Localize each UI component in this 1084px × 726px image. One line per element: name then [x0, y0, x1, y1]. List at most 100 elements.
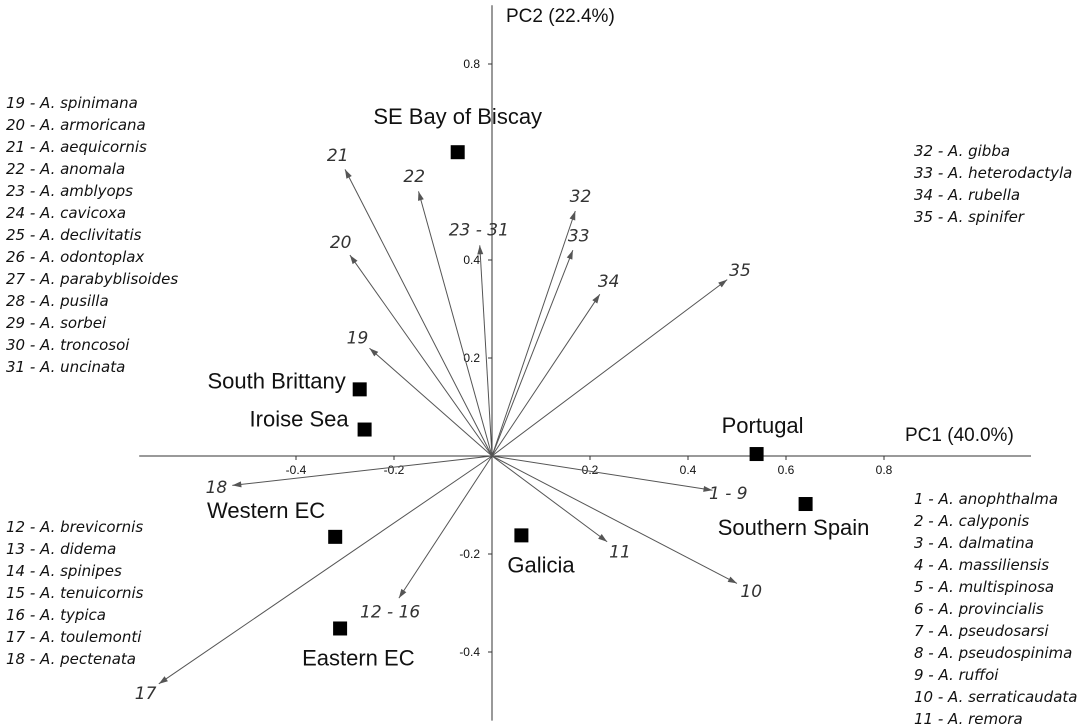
vector-arrowhead	[598, 533, 608, 542]
legend-item: 24 - A. cavicoxa	[6, 204, 126, 222]
vector-line	[158, 455, 493, 685]
vector-label: 33	[568, 226, 590, 246]
vector-arrowhead	[398, 588, 407, 599]
legend-bottom-right: 1 - A. anophthalma 2 - A. calyponis 3 - …	[914, 490, 1077, 726]
loading-vectors: 21 22 23 - 31 32 33 34 35 20 19 18 1 - 9 11 10 12 - 1…	[135, 146, 762, 704]
legend-item: 32 - A. gibba	[914, 142, 1010, 160]
vector-label: 11	[609, 542, 631, 562]
vector-line	[418, 191, 493, 457]
vector-arrowhead	[349, 255, 358, 265]
vector-arrowhead	[232, 481, 242, 488]
legend-item: 12 - A. brevicornis	[6, 518, 143, 536]
vector-line	[398, 455, 493, 599]
site-label: SE Bay of Biscay	[373, 104, 542, 129]
vector-line	[491, 250, 574, 457]
vector-label: 32	[570, 187, 592, 207]
vector-arrowhead	[703, 485, 713, 492]
site-label: Portugal	[722, 413, 804, 438]
legend-item: 17 - A. toulemonti	[6, 628, 142, 646]
y-tick-label: -0.2	[459, 547, 480, 561]
site-points: SE Bay of Biscay South Brittany Iroise Sea…	[207, 104, 869, 670]
vector-line	[491, 455, 608, 543]
vector-line	[479, 245, 493, 457]
legend-item: 21 - A. aequicornis	[6, 138, 147, 156]
legend-item: 15 - A. tenuicornis	[6, 584, 144, 602]
x-tick-label: 0.4	[680, 463, 697, 477]
legend-item: 9 - A. ruffoi	[914, 666, 999, 684]
x-tick-label: -0.2	[384, 463, 405, 477]
legend-item: 2 - A. calyponis	[914, 512, 1029, 530]
vector-arrowhead	[727, 576, 737, 584]
x-tick-label: 0.8	[876, 463, 893, 477]
site-marker	[749, 447, 764, 462]
legend-item: 22 - A. anomala	[6, 160, 125, 178]
vector-arrowhead	[345, 169, 352, 179]
vector-label: 21	[327, 146, 349, 166]
site-marker	[450, 145, 465, 160]
site-label: Iroise Sea	[250, 407, 350, 432]
y-tick-label: 0.4	[463, 253, 480, 267]
vector-label: 35	[729, 261, 751, 281]
vector-line	[344, 169, 493, 457]
y-tick-label: 0.8	[463, 57, 480, 71]
site-marker	[352, 382, 367, 397]
y-axis-title: PC2 (22.4%)	[506, 6, 615, 27]
legend-item: 33 - A. heterodactyla	[914, 164, 1072, 182]
vector-label: 17	[135, 684, 157, 704]
vector-line	[232, 455, 493, 486]
site-marker	[357, 422, 372, 437]
legend-item: 7 - A. pseudosarsi	[914, 622, 1049, 640]
site-marker	[328, 529, 343, 544]
vector-label: 10	[740, 582, 762, 602]
vector-arrowhead	[418, 191, 424, 201]
vector-label: 12 - 16	[360, 602, 420, 622]
legend-item: 29 - A. sorbei	[6, 314, 107, 332]
vector-label: 18	[206, 478, 228, 498]
legend-item: 28 - A. pusilla	[6, 292, 109, 310]
legend-item: 5 - A. multispinosa	[914, 578, 1054, 596]
x-ticks: -0.4 -0.2 0.2 0.4 0.6 0.8	[286, 456, 893, 477]
legend-item: 25 - A. declivitatis	[6, 226, 142, 244]
legend-item: 4 - A. massiliensis	[914, 556, 1049, 574]
legend-item: 35 - A. spinifer	[914, 208, 1025, 226]
legend-item: 10 - A. serraticaudata	[914, 688, 1077, 706]
legend-item: 13 - A. didema	[6, 540, 116, 558]
vector-label: 20	[330, 233, 352, 253]
legend-item: 3 - A. dalmatina	[914, 534, 1034, 552]
legend-item: 23 - A. amblyops	[6, 182, 133, 200]
legend-item: 1 - A. anophthalma	[914, 490, 1058, 508]
legend-item: 20 - A. armoricana	[6, 116, 146, 134]
y-tick-label: -0.4	[459, 645, 480, 659]
y-ticks: 0.8 0.4 0.2 -0.2 -0.4	[459, 57, 492, 659]
legend-bottom-left: 12 - A. brevicornis 13 - A. didema 14 - …	[6, 518, 144, 668]
site-label: Southern Spain	[718, 515, 870, 540]
vector-arrowhead	[158, 676, 168, 684]
vector-label: 1 - 9	[709, 484, 748, 504]
site-label: South Brittany	[208, 368, 346, 393]
vector-label: 23 - 31	[449, 220, 509, 240]
legend-item: 6 - A. provincialis	[914, 600, 1044, 618]
y-tick-label: 0.2	[463, 351, 480, 365]
legend-item: 34 - A. rubella	[914, 186, 1020, 204]
legend-item: 19 - A. spinimana	[6, 94, 138, 112]
site-label: Eastern EC	[302, 645, 415, 670]
site-label: Western EC	[207, 498, 325, 523]
x-tick-label: 0.6	[778, 463, 795, 477]
vector-arrowhead	[477, 245, 484, 255]
x-axis-title: PC1 (40.0%)	[905, 425, 1014, 446]
legend-item: 14 - A. spinipes	[6, 562, 122, 580]
legend-item: 27 - A. parabyblisoides	[6, 270, 178, 288]
legend-top-left: 19 - A. spinimana 20 - A. armoricana 21 …	[6, 94, 178, 376]
vector-line	[349, 254, 493, 457]
vector-arrowhead	[592, 294, 600, 304]
axes: -0.4 -0.2 0.2 0.4 0.6 0.8 0.8 0.4 0.2 -0.2 -0.4 P…	[139, 5, 1031, 721]
site-marker	[514, 528, 529, 543]
vector-line	[491, 279, 728, 457]
legend-item: 26 - A. odontoplax	[6, 248, 144, 266]
site-marker	[333, 621, 348, 636]
legend-item: 18 - A. pectenata	[6, 650, 136, 668]
legend-item: 8 - A. pseudospinima	[914, 644, 1072, 662]
x-tick-label: -0.4	[286, 463, 307, 477]
vector-arrowhead	[718, 279, 728, 288]
